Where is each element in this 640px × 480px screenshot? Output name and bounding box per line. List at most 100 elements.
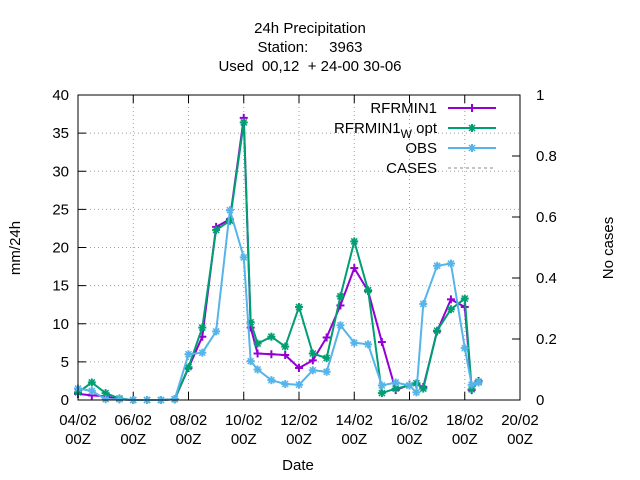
data-point-d2 xyxy=(323,368,331,376)
data-point-d2 xyxy=(212,327,220,335)
data-point-d2 xyxy=(433,262,441,270)
data-point-d2 xyxy=(115,395,123,403)
data-point xyxy=(295,363,303,372)
legend-entry: OBS xyxy=(405,140,496,157)
data-point xyxy=(246,357,255,366)
data-point xyxy=(350,237,359,246)
legend-label: RFRMIN1 xyxy=(370,100,437,117)
data-point-d2 xyxy=(247,357,255,365)
data-point-d2 xyxy=(412,388,420,396)
data-point-d2 xyxy=(461,344,469,352)
axes: 051015202530354004/0200Z06/0200Z08/0200Z… xyxy=(52,87,557,448)
data-point-d2 xyxy=(226,206,234,214)
y2-tick-label: 0.8 xyxy=(536,148,557,165)
data-point-d2 xyxy=(212,226,220,234)
y2-tick-label: 1 xyxy=(536,87,544,104)
data-point-d2 xyxy=(323,354,331,362)
x-axis-label: Date xyxy=(282,457,314,474)
data-point-d2 xyxy=(419,300,427,308)
data-point-d2 xyxy=(309,349,317,358)
data-point-d2 xyxy=(405,381,414,390)
data-point xyxy=(460,294,469,303)
data-point xyxy=(115,395,124,404)
data-point xyxy=(281,342,290,351)
data-point-d2 xyxy=(281,380,289,388)
x-tick-label: 16/02 xyxy=(391,412,429,429)
legend-entry: RFRMIN1 xyxy=(370,100,496,117)
data-point-d2 xyxy=(267,376,275,384)
data-point xyxy=(308,356,317,365)
x-tick-label: 08/02 xyxy=(170,412,208,429)
chart-title-line-3: Used 00,12 + 24-00 30-06 xyxy=(218,58,401,75)
data-point xyxy=(467,380,476,389)
grid xyxy=(78,95,520,400)
legend-entry: CASES xyxy=(386,160,496,177)
y-tick-label: 25 xyxy=(52,201,69,218)
x-tick-label: 00Z xyxy=(507,431,533,448)
x-tick-label: 18/02 xyxy=(446,412,484,429)
data-point-d2 xyxy=(461,295,469,303)
data-point xyxy=(101,395,110,404)
data-point xyxy=(253,365,262,374)
data-point xyxy=(419,384,428,393)
data-point xyxy=(267,332,276,341)
x-tick-label: 00Z xyxy=(397,431,423,448)
data-point xyxy=(253,349,262,358)
y2-tick-label: 0 xyxy=(536,392,544,409)
data-point-d2 xyxy=(240,118,248,126)
data-point-d2 xyxy=(254,340,262,348)
data-point xyxy=(101,389,110,398)
series-3 xyxy=(74,206,483,404)
series-layer xyxy=(74,113,483,404)
data-point-d2 xyxy=(295,303,303,311)
x-tick-label: 04/02 xyxy=(59,412,97,429)
data-point xyxy=(239,253,248,262)
data-point xyxy=(446,295,455,304)
legend-label: CASES xyxy=(386,160,437,177)
x-tick-label: 00Z xyxy=(452,431,478,448)
data-point-d2 xyxy=(281,343,289,351)
x-tick-label: 00Z xyxy=(65,431,91,448)
legend-entry: RFRMIN1W opt xyxy=(334,120,496,141)
y2-tick-label: 0.2 xyxy=(536,331,557,348)
data-point-d2 xyxy=(102,395,110,403)
y-tick-label: 20 xyxy=(52,240,69,257)
x-tick-label: 20/02 xyxy=(501,412,539,429)
data-point-d2 xyxy=(392,385,400,393)
data-point-d2 xyxy=(468,144,476,152)
data-point-d2 xyxy=(475,378,483,386)
data-point-d2 xyxy=(392,378,400,386)
data-point xyxy=(446,305,455,314)
data-point xyxy=(322,354,331,363)
data-point xyxy=(364,340,373,349)
data-point-d2 xyxy=(336,321,344,329)
data-point-d2 xyxy=(350,237,358,245)
data-point xyxy=(433,261,442,270)
data-point xyxy=(460,344,469,353)
data-point xyxy=(295,302,303,311)
data-point xyxy=(239,118,248,127)
legend-label: OBS xyxy=(405,140,437,157)
y2-tick-label: 0.4 xyxy=(536,270,557,287)
data-point xyxy=(281,351,290,360)
x-tick-label: 06/02 xyxy=(114,412,152,429)
data-point-d2 xyxy=(378,389,386,397)
x-tick-label: 00Z xyxy=(231,431,257,448)
data-point xyxy=(474,378,483,387)
data-point xyxy=(377,381,386,390)
data-point xyxy=(295,380,303,389)
data-point xyxy=(350,338,359,347)
data-point-d2 xyxy=(468,124,476,132)
data-point-d2 xyxy=(184,363,193,371)
data-point xyxy=(212,327,221,336)
data-point xyxy=(350,264,359,273)
data-point xyxy=(419,299,428,308)
y-tick-label: 30 xyxy=(52,163,69,180)
data-point xyxy=(377,338,386,347)
data-point-d2 xyxy=(364,340,372,348)
chart-title-line-2: Station: 3963 xyxy=(257,39,362,56)
data-point xyxy=(468,104,476,112)
data-point xyxy=(322,333,331,342)
x-tick-label: 00Z xyxy=(286,431,312,448)
